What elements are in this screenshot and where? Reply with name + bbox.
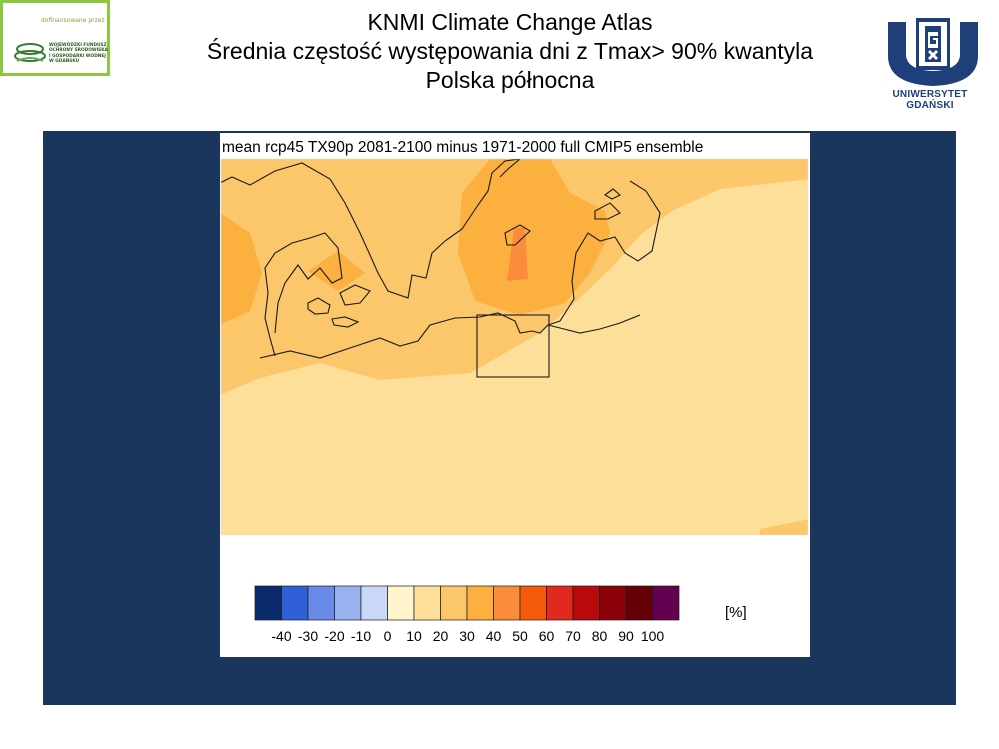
sponsor-top-text: dofinansowane przez [41,17,105,24]
colorbar-swatch [413,585,441,621]
colorbar-swatch [281,585,309,621]
island-lolland [331,316,360,328]
colorbar [254,585,680,621]
colorbar-swatch [599,585,627,621]
title-line-3: Polska północna [425,67,595,93]
colorbar-tick-label: 70 [565,628,581,644]
colorbar-tick-label: 100 [641,628,665,644]
coast-baltic-south [259,312,641,359]
colorbar-tick-label: 90 [618,628,634,644]
coast-norway-sweden [221,159,521,299]
colorbar-swatch [625,585,653,621]
field-level-30-40-west [221,213,262,325]
colorbar-tick-label: 0 [384,628,392,644]
colorbar-tick-label: -10 [351,628,371,644]
field-level-30-40-denmark [308,251,365,291]
colorbar-tick-label: -20 [324,628,344,644]
colorbar-tick-label: 10 [406,628,422,644]
colorbar-tick-label: 30 [459,628,475,644]
coast-gulf [547,180,661,326]
page-title: KNMI Climate Change Atlas Średnia często… [180,8,840,95]
colorbar-swatch [360,585,388,621]
map-field [221,159,808,535]
map-frame [220,158,809,536]
colorbar-swatch [493,585,521,621]
island-hiiumaa [604,188,621,200]
colorbar-tick-label: 80 [592,628,608,644]
colorbar-swatch [466,585,494,621]
field-level-40-50 [507,227,528,281]
region-box-poland [476,314,550,378]
field-level-30-40-sweden [458,159,610,315]
colorbar-swatch [334,585,362,621]
title-line-1: KNMI Climate Change Atlas [367,9,653,35]
island-funen [339,284,371,306]
climate-map-chart: mean rcp45 TX90p 2081-2100 minus 1971-20… [220,139,809,644]
university-crest-icon [888,18,978,86]
colorbar-swatch [652,585,680,621]
colorbar-swatch [572,585,600,621]
colorbar-tick-label: 40 [486,628,502,644]
colorbar-swatch [440,585,468,621]
colorbar-tick-label: 60 [539,628,555,644]
colorbar-tick-label: -30 [298,628,318,644]
coast-denmark [264,232,343,357]
colorbar-swatch [519,585,547,621]
colorbar-swatch [307,585,335,621]
colorbar-tick-label: 20 [433,628,449,644]
colorbar-unit-label: [%] [725,604,747,621]
field-patch-bottom [760,519,808,535]
title-line-2: Średnia częstość występowania dni z Tmax… [206,38,814,64]
island-saaremaa [594,202,621,220]
colorbar-swatch [387,585,415,621]
island-gotland [504,224,531,246]
colorbar-tick-label: -40 [271,628,291,644]
island-zealand [307,297,331,315]
sponsor-logo: dofinansowane przez WOJEWÓDZKI FUNDUSZ O… [0,0,110,76]
colorbar-tick-label: 50 [512,628,528,644]
university-name: UNIWERSYTET GDAŃSKI [892,89,968,111]
colorbar-ticks: -40 -30 -20 -10 0 10 20 30 40 50 60 70 80 90 100 [271,628,664,644]
climate-map-figure: mean rcp45 TX90p 2081-2100 minus 1971-20… [220,133,810,657]
sponsor-name: WOJEWÓDZKI FUNDUSZ OCHRONY ŚRODOWISKA I … [49,43,108,65]
colorbar-swatch [254,585,282,621]
chart-title: mean rcp45 TX90p 2081-2100 minus 1971-20… [222,139,703,156]
coast-north [499,159,521,178]
fish-logo-icon [14,43,46,62]
colorbar-swatch [546,585,574,621]
coastlines [221,159,661,359]
